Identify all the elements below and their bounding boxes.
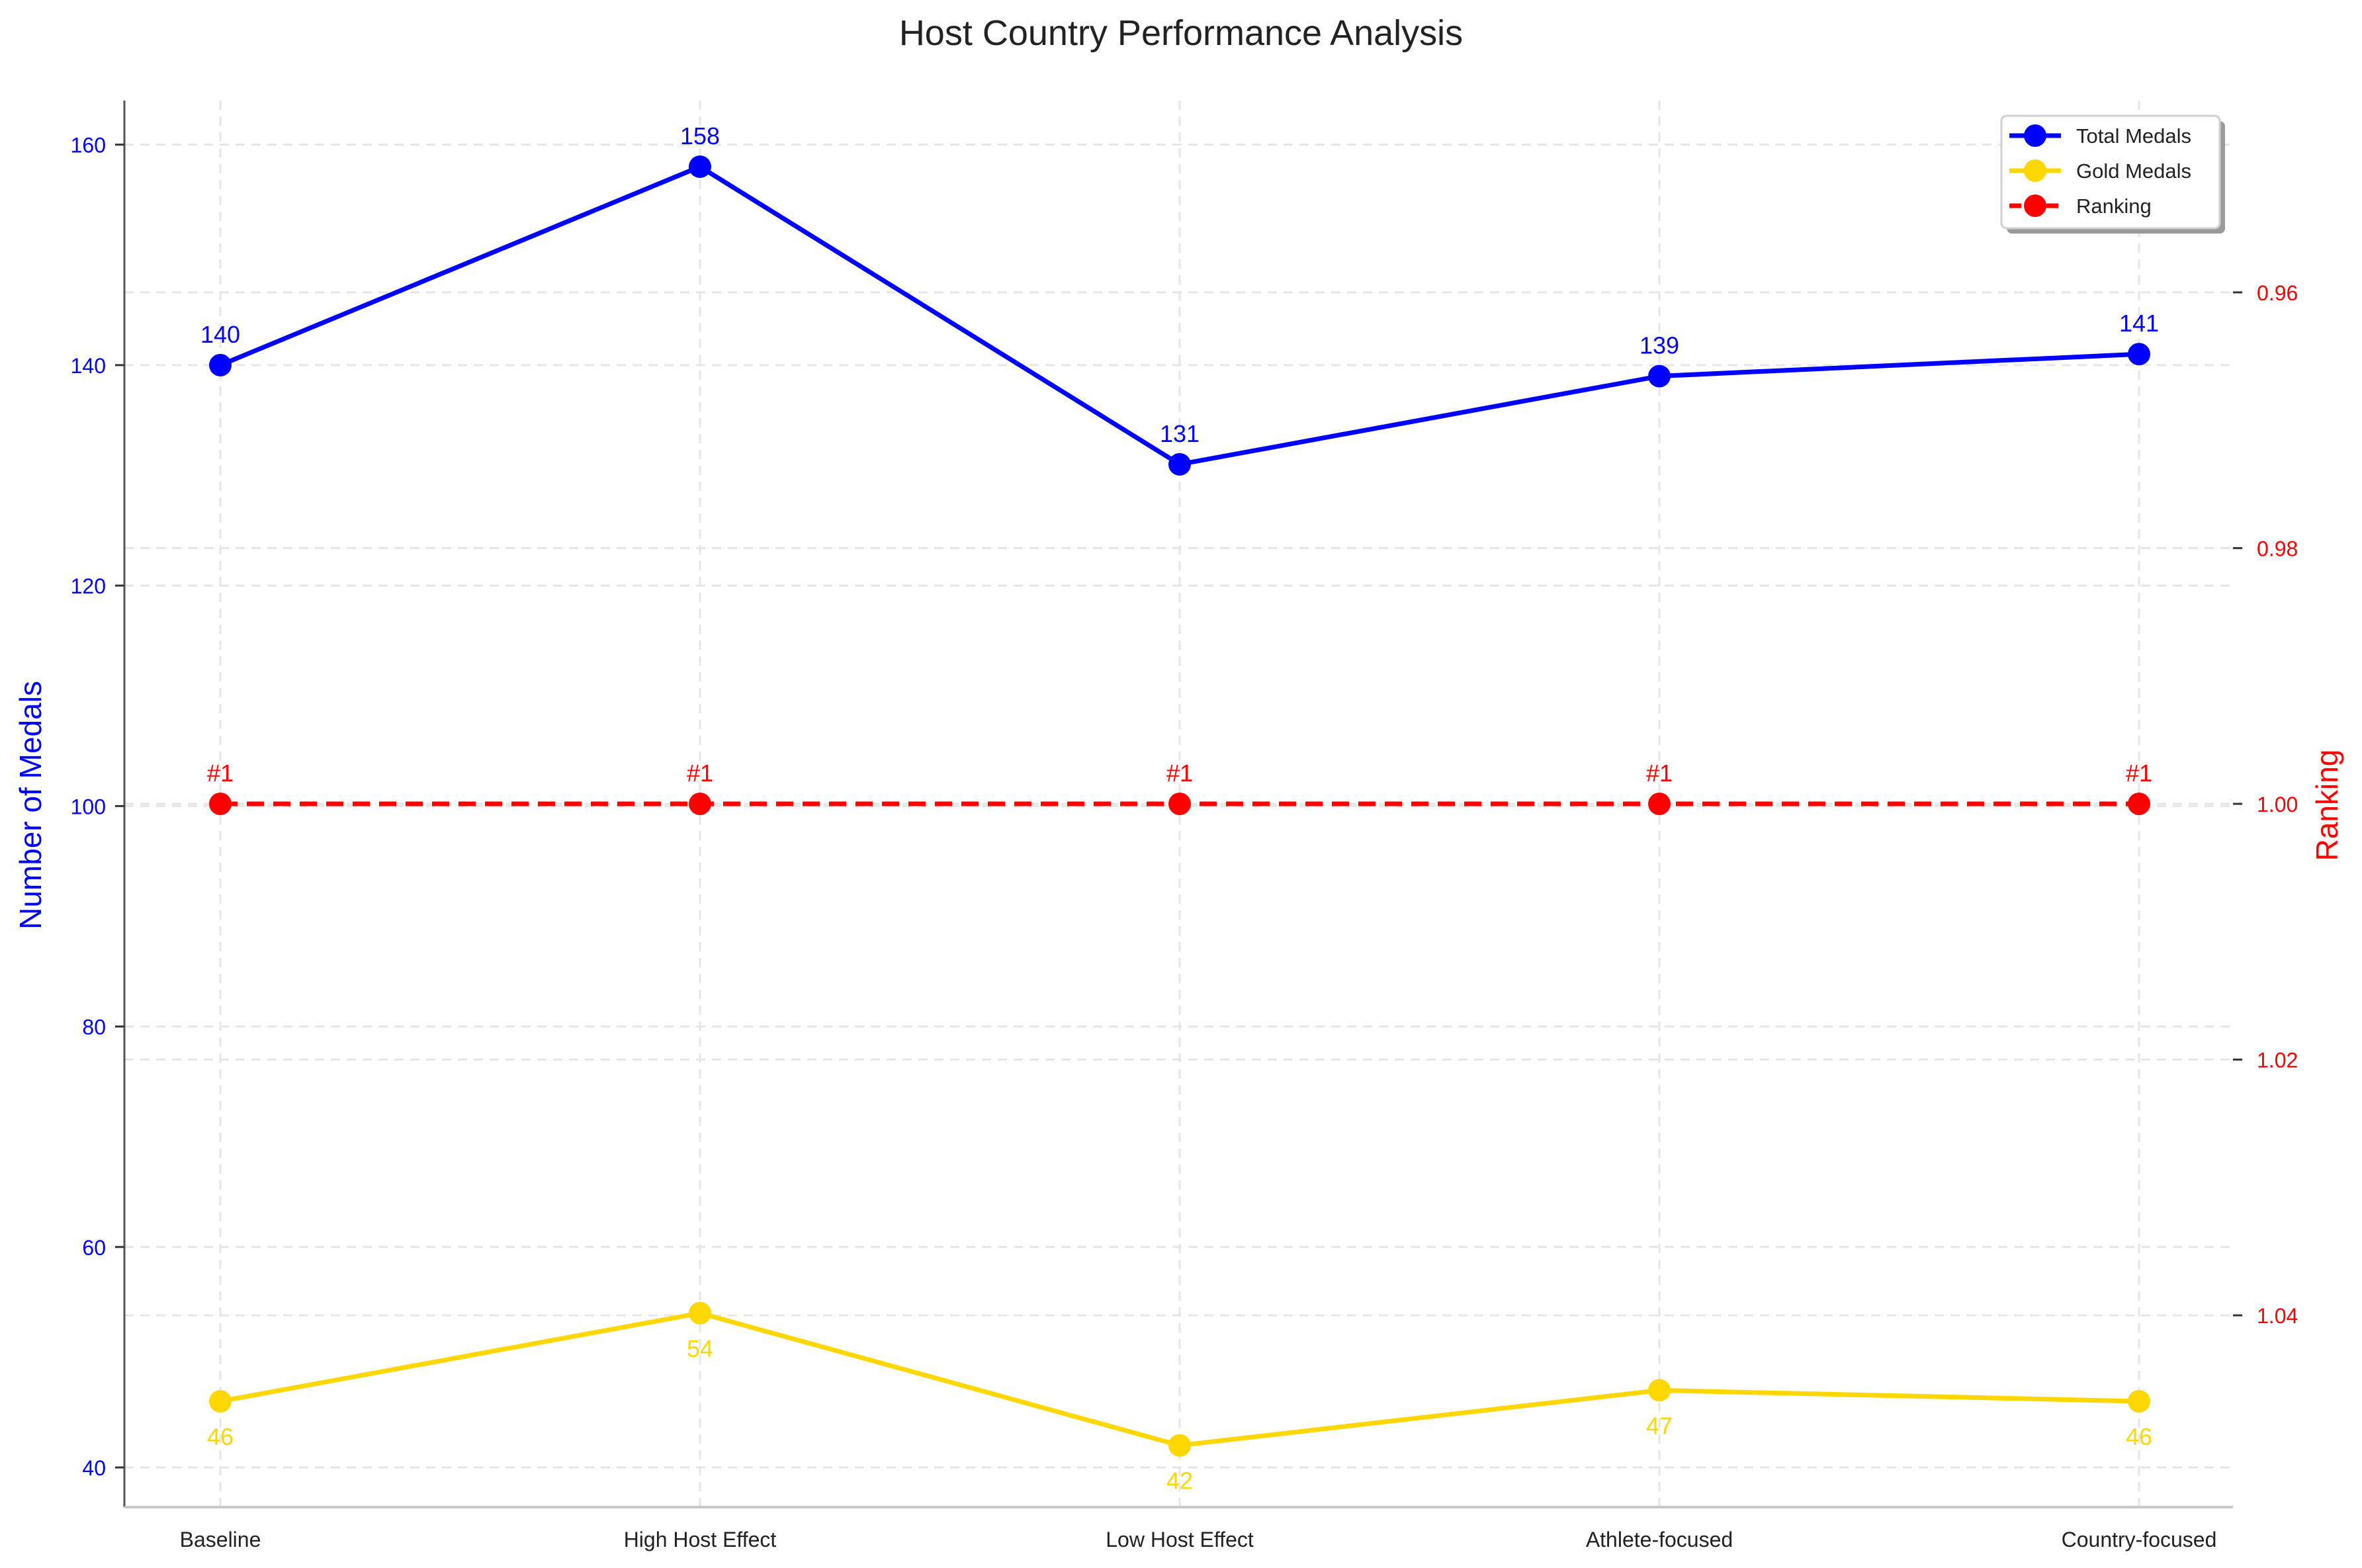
data-label-0: 158 bbox=[680, 122, 720, 150]
y2-tick-label: 0.98 bbox=[2257, 537, 2298, 560]
data-label-0: 139 bbox=[1640, 332, 1679, 359]
y-tick-label: 80 bbox=[82, 1016, 106, 1039]
y2-tick-label: 1.00 bbox=[2257, 793, 2298, 816]
chart-title: Host Country Performance Analysis bbox=[899, 13, 1463, 53]
y2-tick-label: 1.04 bbox=[2257, 1304, 2298, 1328]
data-label-0: 131 bbox=[1160, 420, 1200, 447]
data-label-1: 42 bbox=[1166, 1467, 1193, 1495]
series-point-2 bbox=[209, 793, 232, 815]
y-tick-label: 100 bbox=[71, 795, 106, 818]
series-point-0 bbox=[689, 155, 711, 178]
legend-entry: Total Medals bbox=[2076, 124, 2191, 148]
data-label-1: 54 bbox=[687, 1335, 713, 1362]
y2-axis-label: Ranking bbox=[2310, 750, 2344, 861]
y-tick-label: 160 bbox=[71, 134, 106, 157]
series-lines bbox=[209, 155, 2150, 1457]
series-point-1 bbox=[209, 1390, 232, 1413]
data-label-2: #1 bbox=[687, 760, 713, 787]
legend-box bbox=[2000, 114, 2221, 230]
y-tick-label: 40 bbox=[82, 1456, 106, 1480]
y-axis-label: Number of Medals bbox=[13, 681, 48, 930]
y-tick-label: 60 bbox=[82, 1236, 106, 1260]
data-label-2: #1 bbox=[2126, 760, 2152, 787]
data-label-1: 46 bbox=[207, 1423, 234, 1450]
data-label-0: 141 bbox=[2119, 310, 2159, 337]
data-label-1: 46 bbox=[2126, 1423, 2152, 1450]
data-label-2: #1 bbox=[1646, 760, 1673, 787]
y2-tick-label: 1.02 bbox=[2257, 1049, 2298, 1072]
legend-swatch-marker bbox=[2024, 159, 2046, 182]
legend: Total Medals Gold Medals Ranking bbox=[2000, 114, 2225, 234]
y2-tick-label: 0.96 bbox=[2257, 281, 2298, 305]
x-tick-label: Baseline bbox=[180, 1528, 261, 1551]
data-labels: 140 158 131 139 141 46 54 42 47 46 #1 #1 #1 #1 #1 bbox=[200, 122, 2159, 1495]
series-point-0 bbox=[1168, 453, 1191, 476]
series-point-1 bbox=[1168, 1434, 1191, 1457]
series-point-0 bbox=[209, 353, 232, 376]
axes: 40 60 80 100 120 140 160 0.96 0.98 1.00 1.02 1.04 Ba… bbox=[71, 101, 2298, 1551]
legend-entry: Ranking bbox=[2076, 195, 2152, 218]
legend-swatch-marker bbox=[2024, 195, 2046, 217]
data-label-2: #1 bbox=[1166, 760, 1193, 787]
series-point-2 bbox=[1168, 793, 1191, 815]
series-point-1 bbox=[689, 1301, 711, 1325]
series-point-1 bbox=[1648, 1379, 1671, 1402]
x-tick-label: Country-focused bbox=[2062, 1528, 2217, 1551]
series-point-0 bbox=[2128, 343, 2150, 366]
y-tick-label: 140 bbox=[71, 354, 106, 378]
series-point-2 bbox=[2128, 793, 2150, 815]
series-point-0 bbox=[1648, 365, 1671, 388]
x-tick-label: Low Host Effect bbox=[1106, 1528, 1254, 1551]
series-point-2 bbox=[689, 793, 711, 815]
series-point-1 bbox=[2128, 1390, 2150, 1413]
data-label-1: 47 bbox=[1646, 1412, 1673, 1439]
x-tick-label: High Host Effect bbox=[624, 1528, 777, 1551]
series-point-2 bbox=[1648, 793, 1671, 815]
y-tick-label: 120 bbox=[71, 574, 106, 598]
data-label-2: #1 bbox=[207, 760, 234, 787]
legend-swatch-marker bbox=[2024, 124, 2046, 147]
x-tick-label: Athlete-focused bbox=[1586, 1528, 1733, 1551]
data-label-0: 140 bbox=[200, 321, 240, 348]
legend-entry: Gold Medals bbox=[2076, 159, 2191, 183]
